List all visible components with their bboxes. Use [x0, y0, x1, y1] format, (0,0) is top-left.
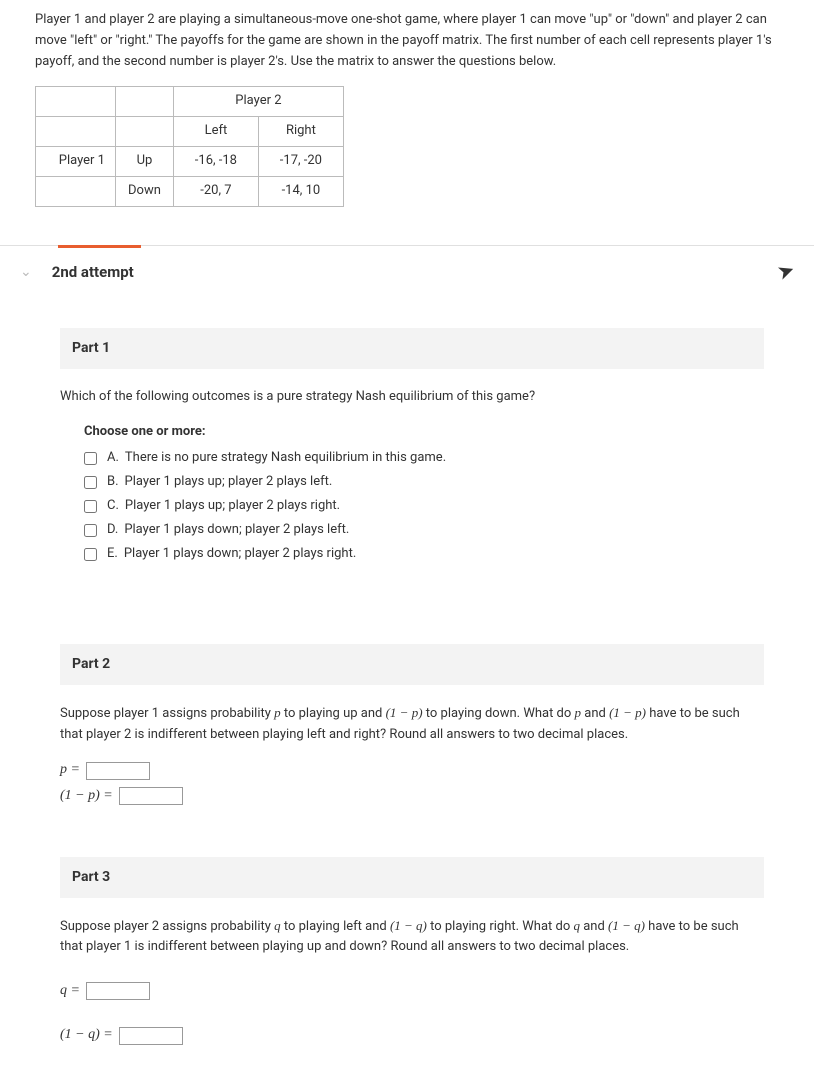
part2-question: Suppose player 1 assigns probability p t…	[60, 703, 764, 746]
p3-sym-1mq2: (1 − q)	[608, 918, 645, 933]
part3-question: Suppose player 2 assigns probability q t…	[60, 916, 764, 959]
choice-option: E. Player 1 plays down; player 2 plays ri…	[84, 544, 764, 565]
p2-t3: to playing down. What do	[423, 706, 575, 721]
choice-option: A. There is no pure strategy Nash equilib…	[84, 448, 764, 469]
col-player-label: Player 2	[173, 87, 343, 117]
choice-option: C. Player 1 plays up; player 2 plays righ…	[84, 496, 764, 517]
attempt-bar: ⌄ 2nd attempt ➤	[0, 246, 814, 293]
choice-letter: A.	[107, 448, 119, 469]
choice-checkbox[interactable]	[84, 524, 97, 537]
row-up-label: Up	[116, 146, 174, 176]
choice-checkbox[interactable]	[84, 500, 97, 513]
cell-up-left: -16, -18	[173, 146, 258, 176]
eq-p-label: p =	[60, 759, 80, 781]
cell-down-left: -20, 7	[173, 176, 258, 206]
input-1mp[interactable]	[119, 787, 183, 805]
cell-down-right: -14, 10	[258, 176, 343, 206]
input-p[interactable]	[86, 762, 150, 780]
input-q[interactable]	[86, 982, 150, 1000]
attempt-label: 2nd attempt	[52, 260, 134, 284]
p3-t3: to playing right. What do	[427, 919, 574, 934]
intro-section: Player 1 and player 2 are playing a simu…	[0, 0, 814, 245]
choice-text: Player 1 plays up; player 2 plays right.	[125, 496, 340, 517]
eq-q-label: q =	[60, 980, 80, 1002]
p3-t2: to playing left and	[281, 919, 390, 934]
choice-checkbox[interactable]	[84, 476, 97, 489]
choice-checkbox[interactable]	[84, 548, 97, 561]
feedback-arrow-icon[interactable]: ➤	[774, 256, 798, 288]
eq-1mq-label: (1 − q) =	[60, 1024, 113, 1046]
choice-letter: B.	[107, 472, 119, 493]
p2-sym-1mp2: (1 − p)	[609, 705, 646, 720]
intro-text: Player 1 and player 2 are playing a simu…	[35, 10, 779, 72]
p3-t4: and	[580, 919, 608, 934]
choice-text: Player 1 plays down; player 2 plays righ…	[124, 544, 356, 565]
input-1mq[interactable]	[119, 1027, 183, 1045]
choice-letter: D.	[107, 520, 118, 541]
p3-sym-1mq: (1 − q)	[390, 918, 427, 933]
p2-t1: Suppose player 1 assigns probability	[60, 706, 274, 721]
p3-t1: Suppose player 2 assigns probability	[60, 919, 274, 934]
col-left-label: Left	[173, 117, 258, 147]
choice-option: B. Player 1 plays up; player 2 plays left…	[84, 472, 764, 493]
choice-letter: E.	[107, 544, 118, 565]
choice-list: A. There is no pure strategy Nash equilib…	[84, 448, 764, 564]
p2-t2: to playing up and	[281, 706, 386, 721]
choice-checkbox[interactable]	[84, 452, 97, 465]
part1-header: Part 1	[60, 328, 764, 368]
choice-text: Player 1 plays down; player 2 plays left…	[124, 520, 349, 541]
row-player-label: Player 1	[36, 146, 116, 176]
choose-label: Choose one or more:	[84, 422, 764, 443]
choice-text: Player 1 plays up; player 2 plays left.	[125, 472, 333, 493]
choice-letter: C.	[107, 496, 119, 517]
choice-text: There is no pure strategy Nash equilibri…	[125, 448, 446, 469]
col-right-label: Right	[258, 117, 343, 147]
cell-up-right: -17, -20	[258, 146, 343, 176]
p2-t4: and	[581, 706, 609, 721]
chevron-down-icon[interactable]: ⌄	[20, 261, 32, 283]
eq-1mp-label: (1 − p) =	[60, 785, 113, 807]
choice-option: D. Player 1 plays down; player 2 plays le…	[84, 520, 764, 541]
part3-header: Part 3	[60, 857, 764, 897]
payoff-matrix: Player 2 Left Right Player 1 Up -16, -18…	[35, 86, 344, 206]
part2-header: Part 2	[60, 644, 764, 684]
p2-sym-1mp: (1 − p)	[386, 705, 423, 720]
row-down-label: Down	[116, 176, 174, 206]
part1-question: Which of the following outcomes is a pur…	[60, 387, 764, 408]
